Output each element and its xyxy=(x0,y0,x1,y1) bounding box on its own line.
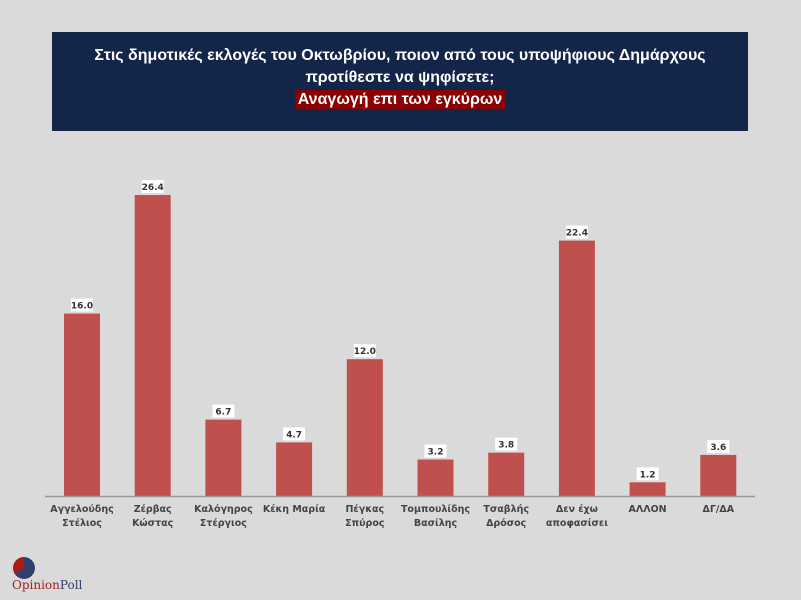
bar xyxy=(417,459,454,496)
data-label-bg xyxy=(212,404,235,418)
data-label-bg xyxy=(283,427,306,441)
data-label-bg xyxy=(141,180,164,193)
category-label: Κέκη Μαρία xyxy=(262,504,326,515)
opinionpoll-logo-icon xyxy=(13,557,35,579)
data-label: 4.7 xyxy=(286,430,302,440)
bar xyxy=(64,313,100,496)
category-label: ΑΛΛΟΝ xyxy=(628,504,667,515)
data-label: 3.6 xyxy=(710,443,726,453)
logo-part2: Poll xyxy=(59,578,83,592)
category-label: ΔΓ/ΔΑ xyxy=(702,504,735,515)
data-label-bg xyxy=(424,444,447,458)
logo-part1: Opinion xyxy=(12,578,60,592)
category-label: Τσαβλής Δρόσος xyxy=(483,504,529,529)
bar xyxy=(700,454,737,496)
data-label: 1.2 xyxy=(640,470,656,480)
category-label: Δεν έχω αποφασίσει xyxy=(545,504,608,529)
bar xyxy=(205,419,242,496)
data-label: 16.0 xyxy=(71,302,93,312)
data-label: 3.8 xyxy=(498,441,514,451)
data-label-bg xyxy=(71,298,93,312)
category-label: Αγγελούδης Στέλιος xyxy=(50,504,114,529)
bar xyxy=(346,359,383,496)
data-label: 6.7 xyxy=(215,408,231,418)
bar xyxy=(276,442,313,496)
category-label: Ζέρβας Κώστας xyxy=(132,504,174,529)
category-label: Πέγκας Σπύρος xyxy=(345,504,385,529)
chart-subtitle: Αναγωγή επι των εγκύρων xyxy=(294,90,506,109)
data-label-bg xyxy=(636,467,659,481)
data-label-bg xyxy=(707,439,730,453)
data-label: 26.4 xyxy=(142,183,164,193)
data-label: 3.2 xyxy=(428,448,444,458)
data-label-bg xyxy=(565,225,588,239)
chart-title-box: Στις δημοτικές εκλογές του Οκτωβρίου, πο… xyxy=(52,32,748,131)
category-label: Τομπουλίδης Βασίλης xyxy=(400,504,471,529)
logo-text: OpinionPoll xyxy=(12,578,82,592)
bar xyxy=(134,195,171,496)
bar xyxy=(488,452,525,496)
bar xyxy=(629,482,666,496)
data-label-bg xyxy=(353,344,376,358)
bar xyxy=(558,240,595,496)
category-label: Καλόγηρος Στέργιος xyxy=(194,504,253,529)
data-label: 22.4 xyxy=(566,229,588,239)
data-label-bg xyxy=(495,437,518,451)
data-label: 12.0 xyxy=(354,347,376,357)
chart-title: Στις δημοτικές εκλογές του Οκτωβρίου, πο… xyxy=(94,47,706,86)
